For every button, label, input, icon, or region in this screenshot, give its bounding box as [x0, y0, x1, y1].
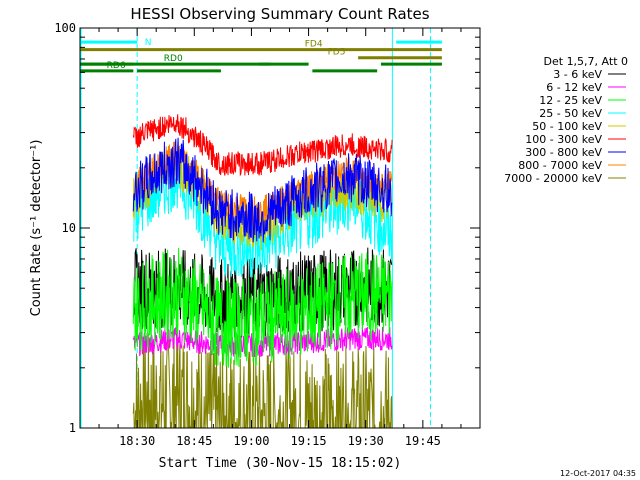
- legend-entry-label: 100 - 300 keV: [525, 133, 602, 146]
- x-axis-label: Start Time (30-Nov-15 18:15:02): [159, 456, 402, 471]
- legend-entry-label: 3 - 6 keV: [553, 68, 602, 81]
- state-label-fd4: FD4: [305, 40, 323, 50]
- legend-entry-label: 6 - 12 keV: [546, 81, 602, 94]
- y-tick-label: 10: [62, 221, 76, 235]
- chart-title: HESSI Observing Summary Count Rates: [130, 5, 429, 23]
- x-tick-label: 19:30: [348, 434, 384, 448]
- x-tick-label: 19:00: [233, 434, 269, 448]
- plot-area: N FD4 FD5 RD0 RD6 1 10 100 18:30 18:45 19:00 19:15 1…: [54, 21, 481, 448]
- series-line: [132, 326, 393, 358]
- y-tick-label: 100: [54, 21, 76, 35]
- state-label-fd5: FD5: [328, 48, 346, 58]
- y-tick-label: 1: [69, 421, 76, 435]
- x-tick-label: 19:15: [291, 434, 327, 448]
- legend-entry-label: 7000 - 20000 keV: [504, 172, 602, 185]
- state-label-rd0: RD0: [164, 54, 183, 64]
- state-label-n: N: [145, 38, 152, 48]
- legend-entry-label: 50 - 100 keV: [532, 120, 602, 133]
- legend-entry-label: 25 - 50 keV: [539, 107, 602, 120]
- legend-entry-label: 12 - 25 keV: [539, 94, 602, 107]
- footer-timestamp: 12-Oct-2017 04:35: [560, 469, 636, 478]
- series-line: [132, 137, 393, 243]
- legend-title: Det 1,5,7, Att 0: [544, 55, 628, 68]
- state-label-rd6: RD6: [107, 61, 126, 71]
- series-line: [132, 114, 393, 177]
- series-line: [132, 247, 393, 368]
- x-tick-label: 18:45: [176, 434, 212, 448]
- x-tick-label: 19:45: [405, 434, 441, 448]
- y-axis-label: Count Rate (s⁻¹ detector⁻¹): [29, 140, 44, 317]
- x-tick-label: 18:30: [119, 434, 155, 448]
- legend-entry-label: 300 - 800 keV: [525, 146, 602, 159]
- legend-entry-label: 800 - 7000 keV: [518, 159, 602, 172]
